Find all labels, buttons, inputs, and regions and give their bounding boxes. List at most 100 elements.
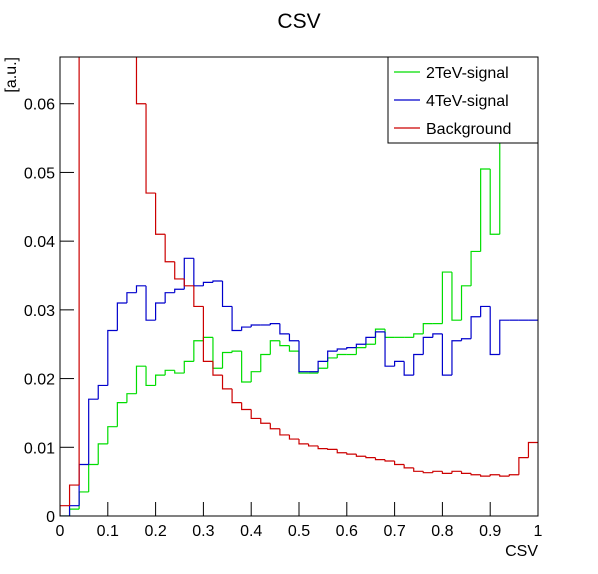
histogram-bin bbox=[451, 272, 462, 321]
x-tick-label: 0.9 bbox=[479, 523, 501, 540]
histogram-bin bbox=[432, 470, 443, 473]
histogram-bin bbox=[374, 328, 386, 345]
histogram-bin bbox=[394, 360, 405, 367]
histogram-bin bbox=[107, 329, 118, 386]
histogram-bin bbox=[441, 333, 452, 376]
histogram-bin bbox=[164, 234, 175, 263]
histogram-bin bbox=[135, 365, 147, 394]
histogram-bin bbox=[279, 323, 290, 335]
histogram-bin bbox=[336, 348, 347, 352]
histogram-bin bbox=[260, 353, 271, 372]
histogram-bin bbox=[241, 351, 252, 383]
histogram-bin bbox=[432, 333, 443, 338]
x-tick-label: 0.4 bbox=[240, 523, 262, 540]
histogram-bin bbox=[260, 418, 271, 424]
histogram-bin bbox=[145, 366, 156, 387]
histogram-bin bbox=[489, 169, 500, 235]
histogram-bin bbox=[155, 302, 166, 321]
histogram-bin bbox=[135, 57, 147, 105]
histogram-bin bbox=[279, 428, 290, 436]
histogram-bin bbox=[97, 443, 108, 465]
histogram-bin bbox=[307, 443, 319, 447]
histogram-bin bbox=[480, 168, 491, 252]
x-tick-label: 0.7 bbox=[383, 523, 405, 540]
legend-label: Background bbox=[426, 121, 511, 138]
histogram-bin bbox=[164, 292, 175, 303]
histogram-bin bbox=[422, 471, 433, 474]
histogram-bin bbox=[221, 281, 233, 308]
histogram-bin bbox=[107, 426, 118, 444]
x-tick-label: 0.2 bbox=[144, 523, 166, 540]
x-tick-label: 0.1 bbox=[97, 523, 119, 540]
histogram-bin bbox=[480, 474, 491, 477]
histogram-bin bbox=[480, 305, 491, 317]
histogram-bin bbox=[441, 271, 452, 324]
y-tick-label: 0.01 bbox=[24, 440, 55, 457]
histogram-bin bbox=[193, 340, 204, 362]
plot-area bbox=[60, 57, 538, 516]
histogram-bin bbox=[145, 103, 156, 194]
histogram-bin bbox=[374, 457, 386, 461]
histogram-bin bbox=[183, 278, 194, 287]
histogram-bin bbox=[250, 371, 261, 383]
histogram-bin bbox=[403, 464, 414, 469]
histogram-bin bbox=[327, 448, 338, 450]
histogram-bin bbox=[231, 388, 242, 404]
x-tick-label: 0 bbox=[56, 523, 65, 540]
histogram-bin bbox=[97, 384, 108, 400]
histogram-bin bbox=[212, 280, 223, 283]
histogram-bin bbox=[174, 370, 185, 374]
histogram-bin bbox=[422, 336, 433, 355]
histogram-bin bbox=[78, 57, 80, 486]
histogram-bin bbox=[346, 452, 357, 455]
histogram-bin bbox=[336, 449, 347, 454]
histogram-bin bbox=[212, 361, 223, 376]
histogram-bin bbox=[499, 474, 510, 477]
histogram-bin bbox=[460, 471, 472, 474]
histogram-bin bbox=[250, 324, 261, 328]
histogram-bin bbox=[193, 285, 204, 308]
histogram-bin bbox=[269, 423, 280, 430]
histogram-bin bbox=[489, 306, 500, 356]
histogram-bin bbox=[269, 340, 280, 355]
legend-label: 4TeV-signal bbox=[426, 93, 509, 110]
x-tick-label: 0.6 bbox=[336, 523, 358, 540]
histogram-bin bbox=[126, 393, 137, 403]
histogram-bin bbox=[68, 484, 80, 506]
histogram-bin bbox=[355, 343, 366, 348]
histogram-bin bbox=[145, 285, 156, 321]
legend: 2TeV-signal 4TeV-signal Background bbox=[387, 56, 539, 144]
x-tick-label: 0.5 bbox=[288, 523, 310, 540]
histogram-bin bbox=[518, 456, 529, 475]
histogram-bin bbox=[470, 250, 481, 286]
histogram-bin bbox=[413, 333, 424, 338]
histogram-bin bbox=[174, 288, 185, 293]
legend-label: 2TeV-signal bbox=[426, 65, 509, 82]
histogram-bin bbox=[384, 331, 395, 367]
histogram-bin bbox=[451, 470, 462, 474]
y-tick-label: 0.02 bbox=[24, 372, 55, 389]
y-tick-label: 0.05 bbox=[24, 165, 55, 182]
histogram-bin bbox=[403, 361, 414, 376]
y-tick-label: 0.04 bbox=[24, 234, 55, 251]
histogram-bin bbox=[88, 398, 99, 465]
histogram-bin bbox=[470, 473, 481, 476]
histogram-bin bbox=[269, 323, 280, 325]
histogram-bin bbox=[460, 338, 472, 341]
histogram-bin bbox=[384, 459, 395, 462]
histogram-bin bbox=[317, 445, 328, 450]
histogram-bin bbox=[221, 351, 233, 369]
histogram-bin bbox=[346, 347, 357, 350]
histogram-bin bbox=[231, 350, 242, 353]
histogram-bin bbox=[221, 375, 233, 390]
histogram-bin bbox=[413, 467, 424, 472]
histogram-bin bbox=[374, 331, 386, 338]
histogram-bin bbox=[499, 319, 510, 355]
histogram-bin bbox=[441, 471, 452, 474]
histogram-bin bbox=[451, 340, 462, 376]
x-axis-label: CSV bbox=[505, 543, 538, 560]
histogram-bin bbox=[155, 193, 166, 235]
histogram-bin bbox=[489, 474, 500, 477]
y-tick-label: 0 bbox=[46, 509, 55, 526]
